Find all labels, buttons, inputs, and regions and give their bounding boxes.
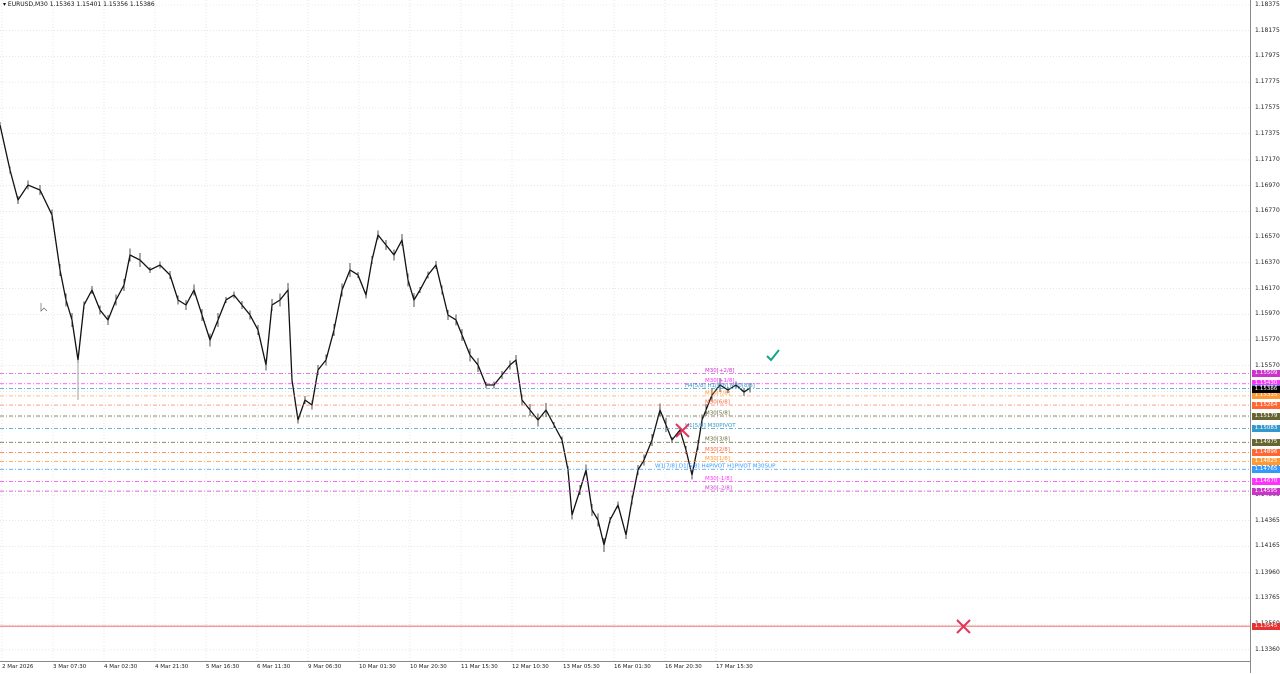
chart-canvas[interactable]: M30[+2/8] M30[+1/8]H4[5/8] H1[6/8] M30[8/… bbox=[0, 0, 1250, 661]
red-line-price-box: 1.13545 bbox=[1252, 622, 1280, 630]
level-label: M30[5/8] bbox=[705, 411, 730, 417]
time-axis[interactable]: 2 Mar 2026 3 Mar 07:30 4 Mar 02:30 4 Mar 21… bbox=[0, 661, 1250, 674]
current-price-box: 1.15386 bbox=[1252, 385, 1280, 393]
time-tick: 11 Mar 15:30 bbox=[461, 664, 498, 670]
level-label: M30[3/8] bbox=[705, 437, 730, 443]
price-tick: 1.18375 bbox=[1255, 1, 1280, 8]
price-tick: 1.16370 bbox=[1255, 258, 1280, 266]
time-tick: 17 Mar 15:30 bbox=[716, 664, 753, 670]
level-price-box: 1.14825 bbox=[1252, 458, 1280, 466]
level-label: M30[+1/8] bbox=[705, 378, 735, 384]
time-tick: 12 Mar 10:30 bbox=[512, 664, 549, 670]
level-label: M30[+2/8] bbox=[705, 368, 735, 374]
time-tick: 3 Mar 07:30 bbox=[53, 664, 87, 670]
symbol-header: ▾ EURUSD,M30 1.15363 1.15401 1.15356 1.1… bbox=[3, 1, 155, 8]
level-label: M30[6/8] bbox=[705, 400, 730, 406]
time-tick: 16 Mar 01:30 bbox=[614, 664, 651, 670]
check-icon bbox=[766, 349, 780, 362]
time-tick: 13 Mar 05:30 bbox=[563, 664, 600, 670]
level-label: W1[7/8] D1[5/8] H4PIVOT H1PIVOT M30SUP bbox=[655, 464, 776, 470]
cursor-icon bbox=[40, 303, 48, 312]
level-price-box: 1.14975 bbox=[1252, 438, 1280, 446]
price-series bbox=[0, 124, 751, 546]
price-tick: 1.13360 bbox=[1255, 645, 1280, 653]
price-chart[interactable]: M30[+2/8] M30[+1/8] H4[5/8] H1[6/8] M30[8/… bbox=[0, 0, 1250, 661]
time-tick: 10 Mar 01:30 bbox=[359, 664, 396, 670]
price-tick: 1.18175 bbox=[1255, 26, 1280, 34]
time-tick: 2 Mar 2026 bbox=[2, 664, 34, 670]
price-tick: 1.16170 bbox=[1255, 284, 1280, 292]
price-tick: 1.17575 bbox=[1255, 103, 1280, 111]
price-tick: 1.16570 bbox=[1255, 233, 1280, 241]
level-price-box: 1.15083 bbox=[1252, 424, 1280, 432]
time-tick: 5 Mar 16:30 bbox=[206, 664, 240, 670]
price-tick: 1.15770 bbox=[1255, 336, 1280, 343]
level-price-box: 1.15179 bbox=[1252, 412, 1280, 420]
cross-icon bbox=[956, 619, 971, 634]
time-tick: 4 Mar 21:30 bbox=[155, 664, 189, 670]
level-price-box: 1.15430 bbox=[1252, 380, 1280, 388]
level-price-box: 1.14595 bbox=[1252, 487, 1280, 495]
price-tick: 1.17170 bbox=[1255, 155, 1280, 163]
level-price-box: 1.14765 bbox=[1252, 465, 1280, 473]
level-label: M30[7/8] bbox=[705, 390, 730, 396]
level-label: M30[-1/8] bbox=[705, 476, 732, 482]
level-label: M30[-2/8] bbox=[705, 486, 732, 492]
level-label: M30[1/8] bbox=[705, 456, 730, 462]
level-label: H4[5/8] H1[6/8] M30[8/8] bbox=[685, 383, 755, 389]
price-tick: 1.17775 bbox=[1255, 78, 1280, 86]
cross-icon bbox=[675, 423, 690, 438]
price-axis[interactable]: 1.18375 1.18175 1.17975 1.17775 1.17575 1.173… bbox=[1250, 0, 1280, 673]
price-tick: 1.16970 bbox=[1255, 181, 1280, 189]
price-tick: 1.14365 bbox=[1255, 516, 1280, 524]
level-label: H1[5/8] M30PIVOT bbox=[685, 423, 736, 429]
price-tick: 1.15970 bbox=[1255, 310, 1280, 318]
price-tick: 1.13765 bbox=[1255, 593, 1280, 601]
price-tick: 1.17375 bbox=[1255, 129, 1280, 137]
level-label: M30[2/8] bbox=[705, 447, 730, 453]
time-tick: 6 Mar 11:30 bbox=[257, 664, 291, 670]
level-price-box: 1.15264 bbox=[1252, 401, 1280, 409]
time-tick: 16 Mar 20:30 bbox=[665, 664, 702, 670]
time-tick: 10 Mar 20:30 bbox=[410, 664, 447, 670]
price-tick: 1.17975 bbox=[1255, 52, 1280, 60]
level-price-box: 1.15509 bbox=[1252, 370, 1280, 378]
time-tick: 9 Mar 06:30 bbox=[308, 664, 342, 670]
level-price-box: 1.15335 bbox=[1252, 392, 1280, 400]
price-tick: 1.15570 bbox=[1255, 361, 1280, 369]
level-price-box: 1.14670 bbox=[1252, 477, 1280, 485]
price-tick: 1.13960 bbox=[1255, 568, 1280, 576]
time-tick: 4 Mar 02:30 bbox=[104, 664, 138, 670]
price-tick: 1.14165 bbox=[1255, 542, 1280, 550]
price-tick: 1.16770 bbox=[1255, 207, 1280, 215]
level-price-box: 1.14896 bbox=[1252, 448, 1280, 456]
